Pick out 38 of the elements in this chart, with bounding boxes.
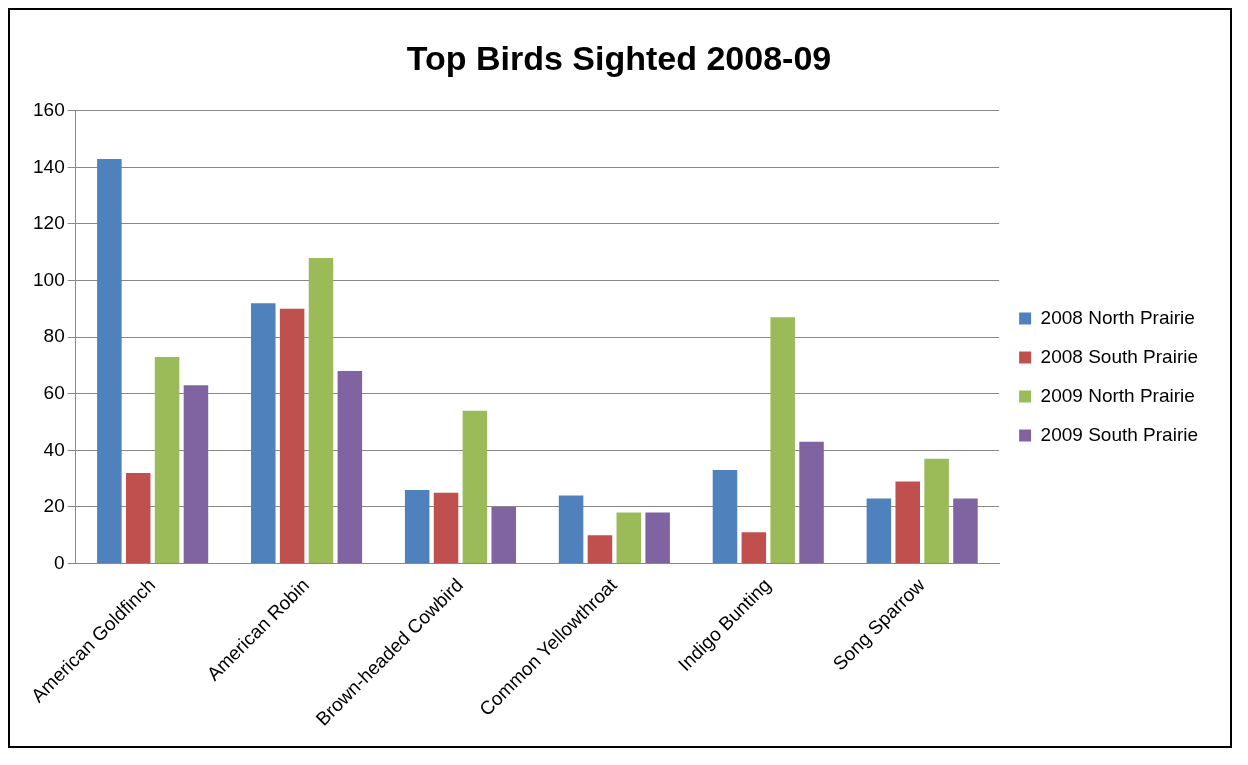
- bar: [712, 470, 738, 563]
- y-tick-label: 0: [54, 551, 65, 573]
- y-tick-label: 80: [43, 325, 65, 347]
- bar: [337, 371, 363, 563]
- bar: [895, 481, 920, 563]
- y-tick-label: 120: [33, 212, 65, 234]
- y-tick-label: 140: [33, 155, 65, 177]
- bar: [799, 441, 824, 563]
- y-tick-label: 20: [43, 495, 65, 517]
- chart-title: Top Birds Sighted 2008-09: [406, 38, 832, 77]
- bar: [924, 458, 949, 563]
- bar: [251, 303, 276, 563]
- y-tick-label: 160: [33, 99, 65, 121]
- y-tick-label: 60: [43, 381, 65, 403]
- bar: [279, 308, 305, 563]
- bar: [125, 472, 151, 563]
- bar: [953, 498, 978, 563]
- bar: [183, 385, 209, 563]
- bar: [558, 495, 584, 563]
- bar: [866, 498, 892, 563]
- y-tick-label: 100: [33, 268, 65, 290]
- y-tick-label: 40: [43, 438, 65, 460]
- bar: [308, 257, 334, 563]
- bar: [154, 356, 180, 563]
- bar: [462, 410, 488, 563]
- bar: [616, 512, 642, 563]
- legend-label: 2009 South Prairie: [1040, 423, 1199, 445]
- bar: [433, 492, 459, 563]
- legend-label: 2008 North Prairie: [1040, 306, 1195, 328]
- bar: [645, 512, 670, 563]
- bar: [587, 535, 613, 563]
- bar: [97, 158, 122, 563]
- bar: [404, 489, 430, 563]
- bar: [491, 506, 517, 563]
- legend-label: 2009 North Prairie: [1040, 384, 1195, 406]
- legend-label: 2008 South Prairie: [1040, 345, 1199, 367]
- bar: [741, 532, 767, 563]
- bar: [770, 317, 795, 563]
